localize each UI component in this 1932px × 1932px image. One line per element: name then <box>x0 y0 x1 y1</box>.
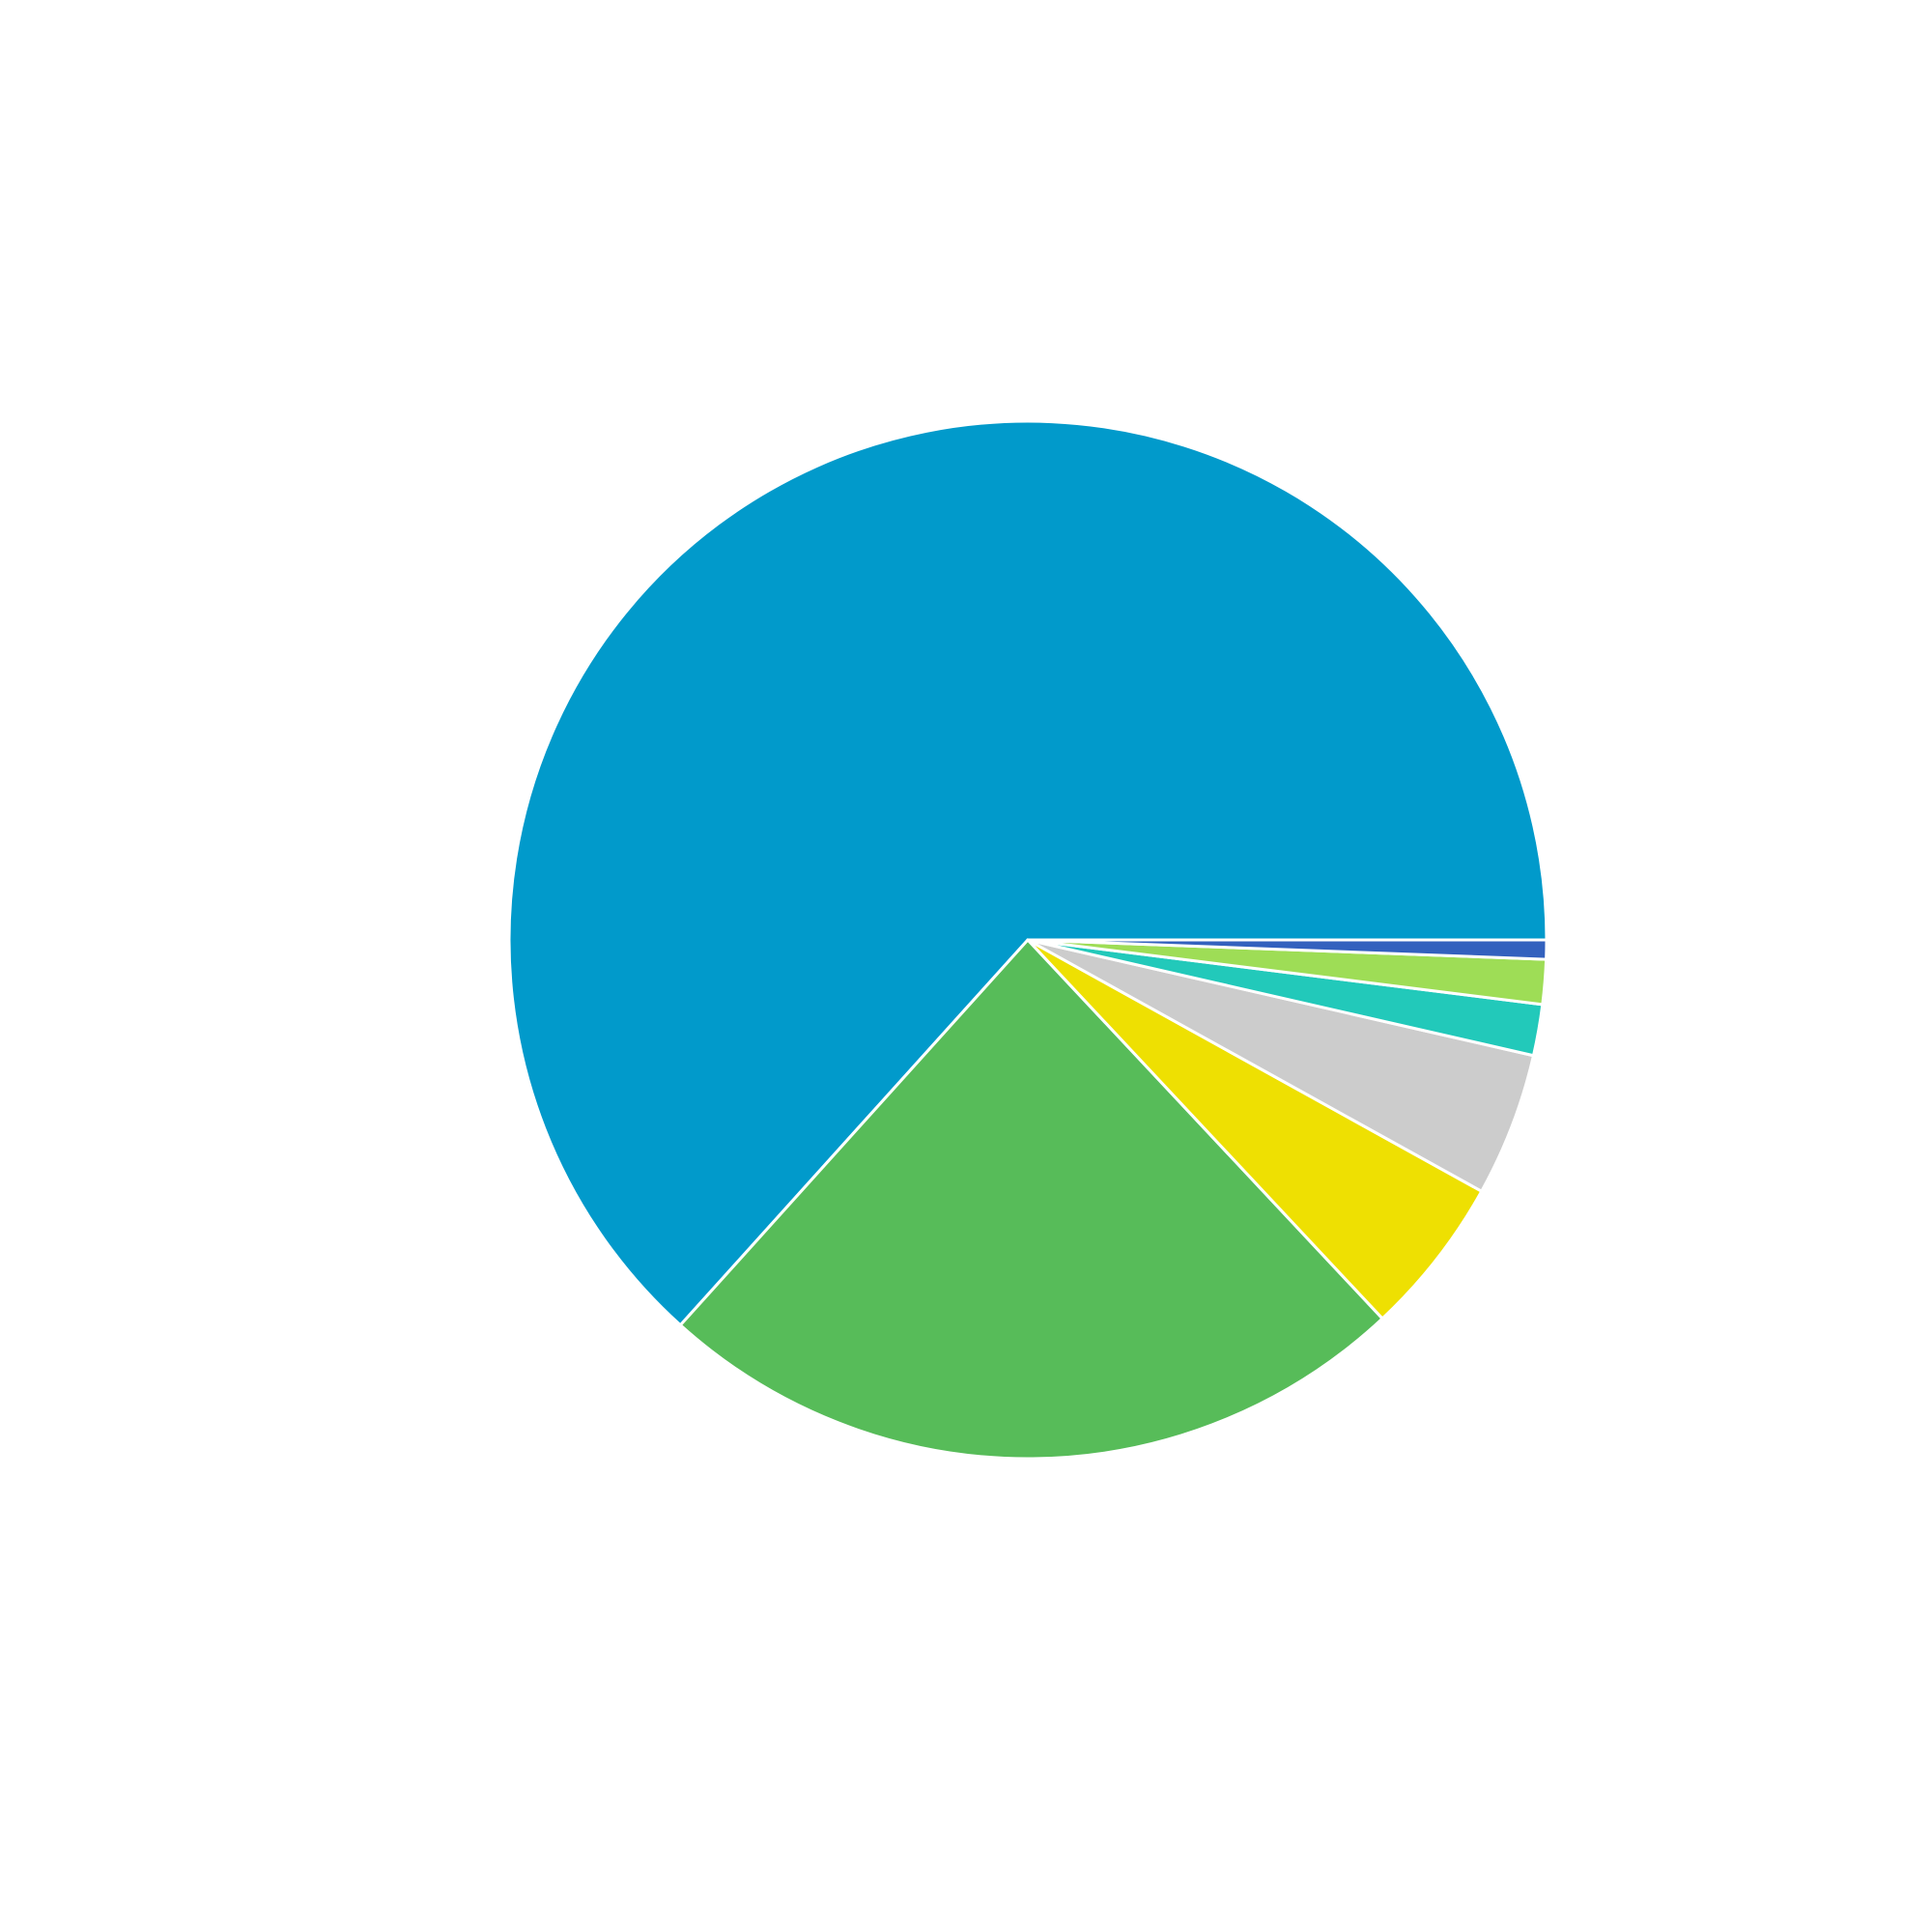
pie-slice-2 <box>678 938 1384 1461</box>
pie-slice-3 <box>1026 938 1484 1321</box>
pie-slice-1 <box>507 419 1548 1327</box>
pie-slice-7 <box>1026 938 1548 961</box>
pie-slices <box>507 419 1548 1461</box>
